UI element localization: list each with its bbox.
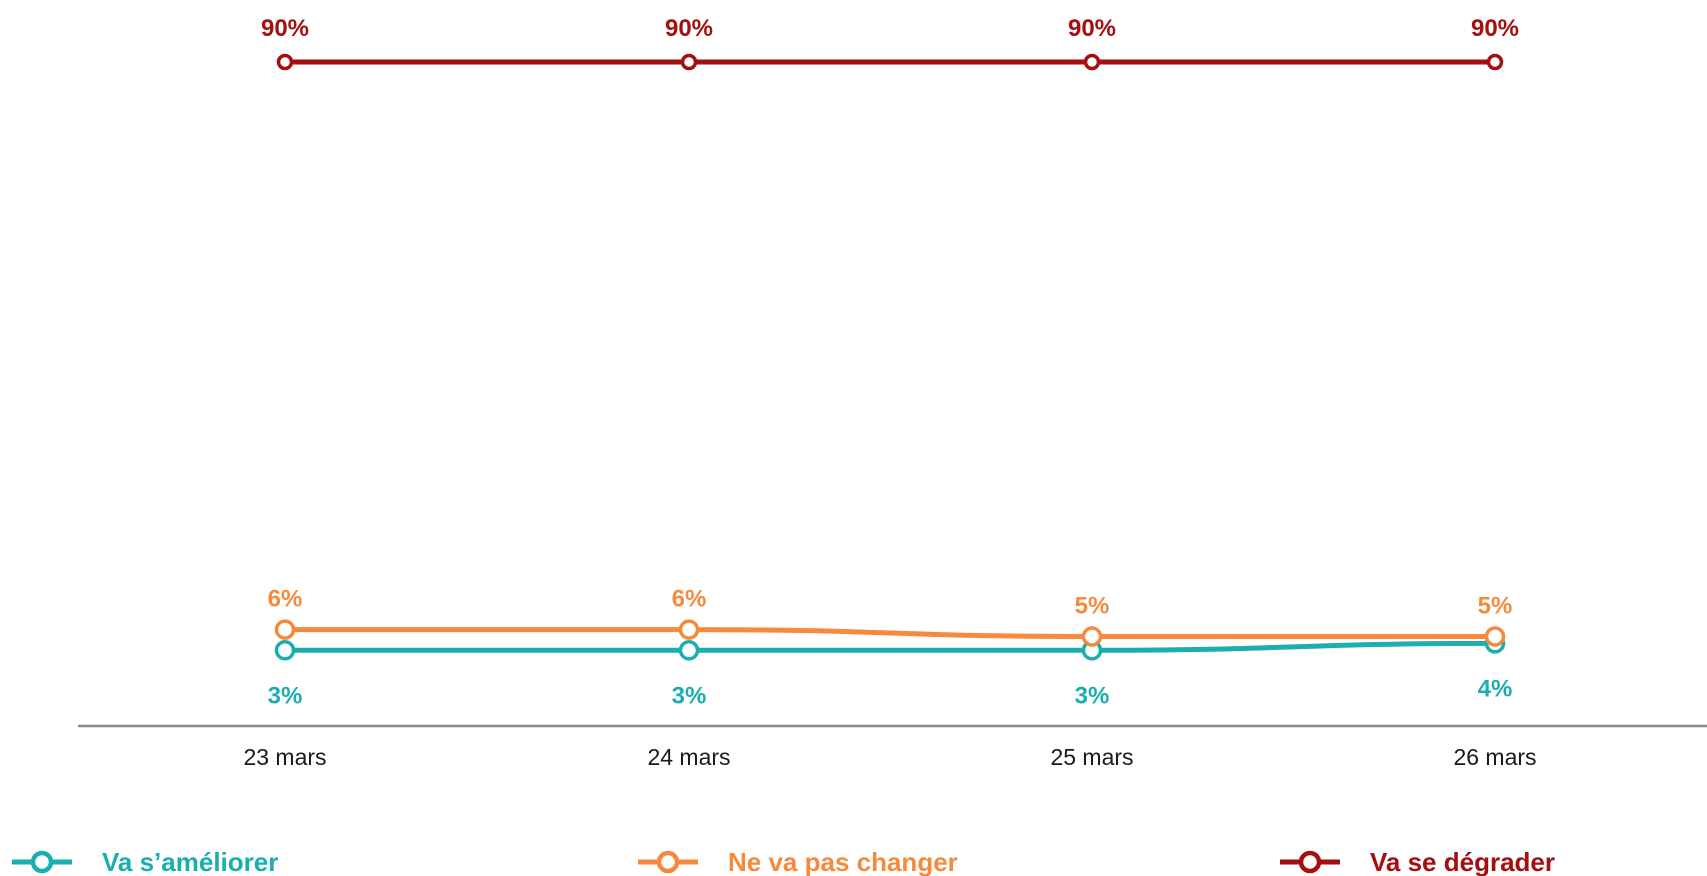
- legend-label: Va s’améliorer: [102, 847, 278, 876]
- data-point: [1486, 53, 1504, 71]
- legend-label: Ne va pas changer: [728, 847, 958, 876]
- data-label: 3%: [268, 682, 303, 709]
- data-label: 3%: [1075, 682, 1110, 709]
- legend: Va s’améliorer Ne va pas changer Va se dég…: [12, 847, 1555, 876]
- legend-marker-icon: [1298, 850, 1322, 874]
- data-label: 6%: [268, 586, 303, 613]
- data-point: [678, 619, 700, 640]
- data-point: [276, 53, 294, 71]
- legend-marker-icon: [30, 850, 54, 874]
- data-label: 90%: [261, 15, 309, 42]
- data-labels: 3% 3% 3% 4% 6% 6% 5% 5% 90% 90% 90% 90%: [261, 15, 1519, 709]
- x-tick-label: 26 mars: [1453, 744, 1536, 770]
- legend-marker-icon: [656, 850, 680, 874]
- series-markers: [274, 53, 1506, 661]
- series-line: [282, 627, 1498, 640]
- x-tick-label: 24 mars: [647, 744, 730, 770]
- data-label: 90%: [1068, 15, 1116, 42]
- data-label: 6%: [672, 586, 707, 613]
- data-point: [1081, 626, 1103, 647]
- data-label: 90%: [665, 15, 713, 42]
- legend-label: Va se dégrader: [1370, 847, 1555, 876]
- data-label: 4%: [1478, 675, 1513, 702]
- legend-item: Ne va pas changer: [638, 847, 958, 876]
- data-point: [274, 619, 296, 640]
- data-point: [1083, 53, 1101, 71]
- x-tick-labels: 23 mars 24 mars 25 mars 26 mars: [243, 744, 1536, 770]
- data-point: [1484, 626, 1506, 647]
- data-point: [680, 53, 698, 71]
- legend-item: Va se dégrader: [1280, 847, 1555, 876]
- data-label: 90%: [1471, 15, 1519, 42]
- data-label: 5%: [1478, 593, 1513, 620]
- x-tick-label: 23 mars: [243, 744, 326, 770]
- legend-item: Va s’améliorer: [12, 847, 278, 876]
- series-lines: [282, 59, 1498, 653]
- data-point: [678, 640, 700, 661]
- series-line: [282, 640, 1498, 653]
- data-label: 5%: [1075, 593, 1110, 620]
- x-tick-label: 25 mars: [1050, 744, 1133, 770]
- data-point: [274, 640, 296, 661]
- data-label: 3%: [672, 682, 707, 709]
